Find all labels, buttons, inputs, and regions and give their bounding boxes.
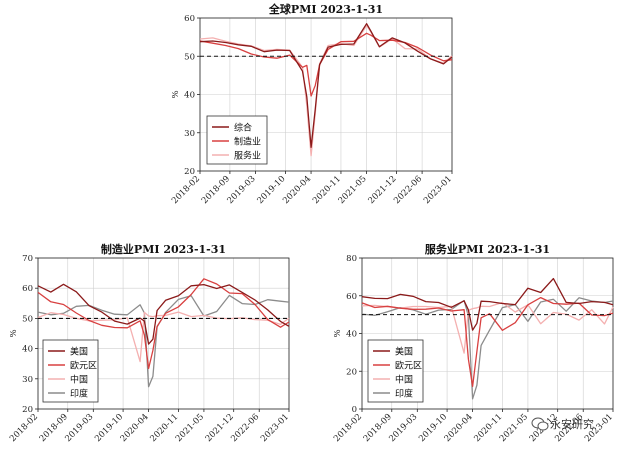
series-line-美国 (37, 283, 290, 345)
y-tick-label: 30 (22, 375, 33, 385)
legend-label: 综合 (234, 122, 252, 134)
plot-frame (361, 257, 614, 410)
legend-label: 美国 (70, 346, 88, 358)
x-tick-label: 2018-02 (170, 174, 202, 206)
x-tick-label: 2020-04 (443, 412, 475, 444)
x-tick-label: 2020-04 (281, 174, 313, 206)
x-tick-label: 2019-03 (226, 174, 258, 206)
x-tick-label: 2021-05 (174, 412, 206, 444)
legend-label: 中国 (70, 374, 88, 386)
y-tick-label: 40 (346, 330, 357, 340)
x-tick-label: 2020-04 (119, 412, 151, 444)
series-line-制造业 (199, 32, 453, 97)
x-tick-label: 2022-06 (229, 412, 261, 444)
x-tick-label: 2018-02 (8, 412, 40, 444)
legend-label: 美国 (395, 346, 413, 358)
x-tick-label: 2023-01 (259, 412, 291, 444)
x-tick-label: 2021-05 (498, 412, 530, 444)
x-tick-label: 2019-03 (63, 412, 95, 444)
chart-3: 服务业PMI 2023-1-310204060802018-022018-092… (332, 242, 615, 444)
plot-frame (199, 17, 453, 172)
x-tick-label: 2021-05 (337, 174, 369, 206)
y-tick-label: 40 (184, 91, 195, 101)
watermark: 永安研究 (531, 415, 626, 433)
legend-box (206, 115, 268, 165)
y-tick-label: 20 (346, 367, 357, 377)
y-axis-label: % (333, 329, 343, 337)
legend-label: 服务业 (234, 150, 261, 162)
y-tick-label: 60 (346, 292, 357, 302)
series-line-综合 (199, 23, 453, 148)
y-tick-label: 60 (184, 14, 195, 24)
series-line-美国 (361, 277, 614, 331)
y-tick-label: 80 (346, 254, 357, 264)
chart-title: 制造业PMI 2023-1-31 (101, 242, 226, 256)
y-tick-label: 50 (184, 52, 195, 62)
legend-label: 欧元区 (395, 360, 422, 372)
chart-title: 全球PMI 2023-1-31 (268, 2, 383, 16)
legend-label: 欧元区 (70, 360, 97, 372)
x-tick-label: 2019-03 (387, 412, 419, 444)
legend-label: 制造业 (234, 136, 261, 148)
legend-label: 印度 (70, 388, 88, 400)
y-tick-label: 60 (22, 284, 33, 294)
chart-1: 全球PMI 2023-1-3120304050602018-022018-092… (170, 2, 454, 206)
y-tick-label: 0 (352, 405, 357, 415)
y-axis-label: % (9, 329, 19, 337)
watermark-text: 永安研究 (550, 418, 594, 431)
y-tick-label: 30 (184, 129, 195, 139)
y-tick-label: 20 (184, 167, 195, 177)
y-tick-label: 20 (22, 405, 33, 415)
series-line-印度 (37, 294, 290, 388)
y-tick-label: 40 (22, 345, 33, 355)
wechat-icon (531, 417, 549, 431)
chart-2: 制造业PMI 2023-1-312030405060702018-022018-… (8, 242, 291, 444)
legend-label: 中国 (395, 374, 413, 386)
x-tick-label: 2022-06 (392, 174, 424, 206)
plot-frame (37, 257, 290, 410)
y-tick-label: 50 (22, 314, 33, 324)
y-tick-label: 70 (22, 254, 33, 264)
x-tick-label: 2018-02 (332, 412, 364, 444)
series-line-欧元区 (361, 296, 614, 388)
legend-label: 印度 (395, 388, 413, 400)
chart-title: 服务业PMI 2023-1-31 (425, 242, 550, 256)
y-axis-label: % (171, 90, 181, 98)
x-tick-label: 2023-01 (422, 174, 454, 206)
series-line-欧元区 (37, 278, 290, 370)
